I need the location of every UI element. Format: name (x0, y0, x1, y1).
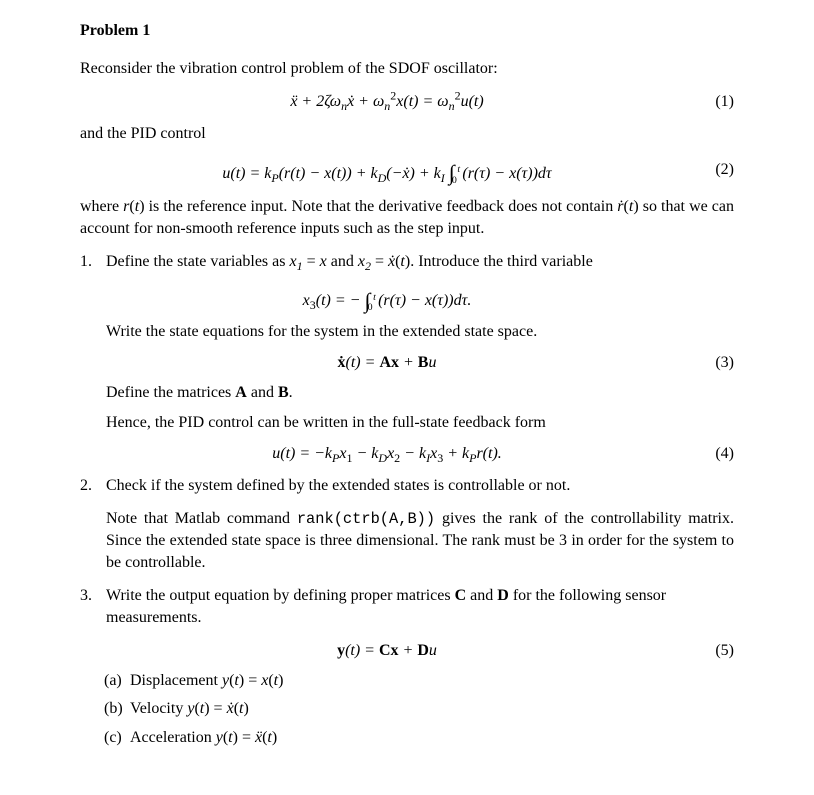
equation-2-row: u(t) = kP(r(t) − x(t)) + kD(−ẋ) + kI ∫0t… (80, 156, 734, 186)
equation-4: u(t) = −kPx1 − kDx2 − kIx3 + kPr(t). (80, 443, 694, 465)
equation-2: u(t) = kP(r(t) − x(t)) + kD(−ẋ) + kI ∫0t… (80, 156, 694, 186)
equation-1-number: (1) (694, 91, 734, 113)
item-2-note: Note that Matlab command rank(ctrb(A,B))… (106, 508, 734, 575)
equation-3-row: ẋ(t) = Ax + Bu (3) (80, 352, 734, 374)
pid-intro: and the PID control (80, 123, 734, 145)
item-2-lead: Check if the system defined by the exten… (106, 477, 570, 494)
equation-4-number: (4) (694, 443, 734, 465)
item-1: Define the state variables as x1 = x and… (80, 251, 734, 273)
equation-x3-row: x3(t) = − ∫0t(r(τ) − x(τ))dτ. (80, 283, 734, 313)
equation-1: ẍ + 2ζωnẋ + ωn2x(t) = ωn2u(t) (80, 91, 694, 113)
item-1-lead: Define the state variables as x1 = x and… (106, 253, 593, 270)
item-2: Check if the system defined by the exten… (80, 475, 734, 497)
equation-1-row: ẍ + 2ζωnẋ + ωn2x(t) = ωn2u(t) (1) (80, 91, 734, 113)
equation-5: y(t) = Cx + Du (80, 640, 694, 662)
equation-4-row: u(t) = −kPx1 − kDx2 − kIx3 + kPr(t). (4) (80, 443, 734, 465)
problem-title: Problem 1 (80, 20, 734, 42)
equation-3: ẋ(t) = Ax + Bu (80, 352, 694, 374)
item-1-write: Write the state equations for the system… (106, 321, 734, 343)
sub-item-b: Velocity y(t) = ẋ(t) (80, 698, 734, 720)
sub-item-c: Acceleration y(t) = ẍ(t) (80, 727, 734, 749)
item-3-lead: Write the output equation by defining pr… (106, 587, 666, 626)
item-3: Write the output equation by defining pr… (80, 585, 734, 630)
equation-x3: x3(t) = − ∫0t(r(τ) − x(τ))dτ. (80, 283, 694, 313)
item-1-hence: Hence, the PID control can be written in… (106, 412, 734, 434)
where-paragraph: where r(t) is the reference input. Note … (80, 196, 734, 241)
equation-5-number: (5) (694, 640, 734, 662)
intro-text: Reconsider the vibration control problem… (80, 58, 734, 80)
equation-5-row: y(t) = Cx + Du (5) (80, 640, 734, 662)
equation-2-number: (2) (694, 159, 734, 181)
equation-3-number: (3) (694, 352, 734, 374)
sub-item-a: Displacement y(t) = x(t) (80, 670, 734, 692)
item-1-defab: Define the matrices A and B. (106, 382, 734, 404)
